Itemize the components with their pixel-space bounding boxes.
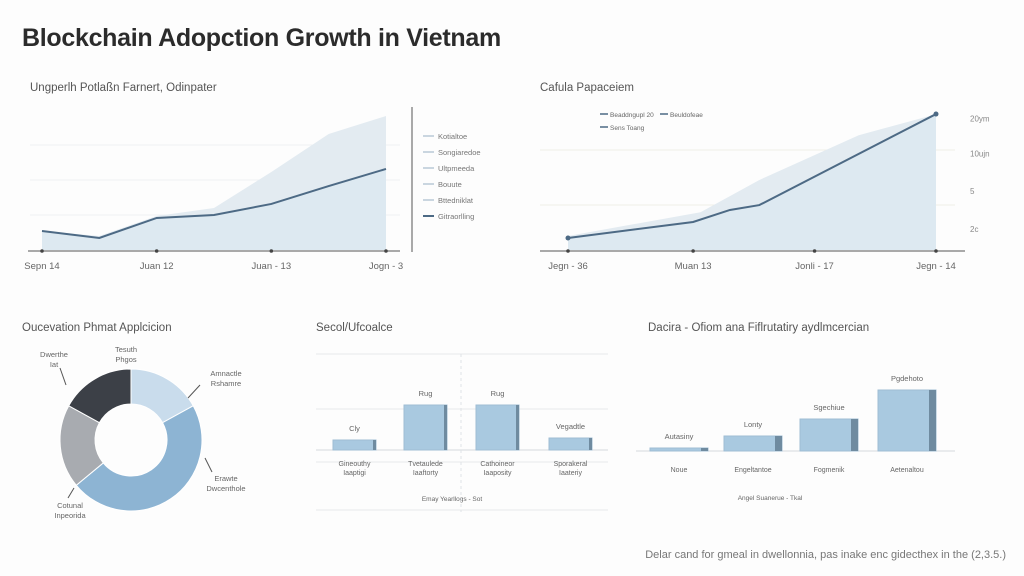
slice-label: Rshamre	[211, 379, 241, 388]
bar-edge	[775, 436, 782, 451]
bar	[877, 389, 937, 452]
bar-label: Lonty	[744, 420, 763, 429]
x-tick-label: Jonli - 17	[795, 261, 834, 272]
slice-label: Tesuth	[115, 345, 137, 354]
bar-label: Cly	[349, 424, 360, 433]
area-series	[42, 168, 386, 250]
donut-slice	[68, 368, 132, 424]
bar	[723, 435, 783, 452]
x-tick-label: Jegn - 36	[548, 261, 588, 272]
bar-edge	[373, 440, 376, 450]
category-label: Tvetaulede	[408, 461, 443, 468]
slice-label: Cotunal	[57, 501, 83, 510]
bar	[548, 437, 593, 451]
bar-label: Pgdehoto	[891, 374, 923, 383]
leader-line	[67, 487, 75, 499]
x-tick-label: Sepn 14	[24, 261, 59, 272]
slice-label: Dwcenthole	[206, 484, 245, 493]
x-tick	[691, 249, 695, 253]
bar	[403, 404, 448, 451]
category-label: Gineouthy	[339, 461, 371, 468]
y-tick-label: 2c	[970, 225, 978, 234]
area-series	[568, 114, 936, 250]
slice-label: Inpeorida	[54, 511, 86, 520]
page-title: Blockchain Adopction Growth in Vietnam	[22, 24, 501, 52]
chart4-title: Secol/Ufcoalce	[316, 322, 393, 334]
bar-edge	[444, 405, 447, 450]
legend-label: Sens Toang	[610, 125, 645, 132]
donut-slice	[75, 405, 203, 512]
category-label: Cathoineor	[480, 461, 515, 468]
chart2-title: Cafula Papaceiem	[540, 82, 634, 94]
bar	[475, 404, 520, 451]
data-point	[565, 235, 571, 241]
data-point	[933, 111, 939, 117]
slice-label: Amnactle	[210, 369, 241, 378]
x-tick	[812, 249, 817, 253]
category-label: Sporakeral	[554, 461, 588, 468]
category-label: Engeltantoe	[734, 467, 771, 474]
bar-edge	[516, 405, 519, 450]
x-tick-label: Jogn - 3	[369, 261, 403, 272]
bar-label: Rug	[491, 389, 505, 398]
x-tick	[269, 249, 274, 253]
x-tick-label: Juan 12	[140, 261, 174, 272]
y-tick-label: 5	[970, 187, 975, 196]
slice-label: Erawte	[214, 474, 237, 483]
bar-label: Vegadtle	[556, 422, 585, 431]
bar-label: Autasiny	[665, 432, 694, 441]
bar-label: Rug	[419, 389, 433, 398]
slice-label: Phgos	[115, 355, 137, 364]
footer-note: Delar cand for gmeal in dwellonnia, pas …	[645, 549, 1006, 561]
leader-line	[204, 457, 213, 473]
slice-label: Iat	[50, 360, 59, 369]
legend-label: Ultpmeeda	[438, 164, 475, 173]
category-label: Iaaftorty	[413, 470, 439, 477]
chart1-title: Ungperlh Potlaßn Farnert, Odinpater	[30, 82, 217, 94]
x-tick-label: Juan - 13	[252, 261, 292, 272]
x-tick	[154, 249, 159, 253]
bar-edge	[589, 438, 592, 450]
legend-label: Bttedniklat	[438, 196, 474, 205]
chart5-title: Dacira - Ofiom ana Fiflrutatiry aydlmcer…	[648, 322, 870, 334]
legend-label: Gitraorlling	[438, 212, 474, 221]
x-tick	[934, 249, 938, 253]
legend-label: Beaddngupl 20	[610, 112, 654, 119]
bar-edge	[851, 419, 858, 451]
x-axis-label: Angel Suanerue - Tkal	[738, 495, 803, 502]
series-line	[41, 167, 387, 239]
bar	[649, 447, 709, 452]
bar-edge	[929, 390, 936, 451]
category-label: Iaateriy	[559, 470, 582, 477]
x-tick	[40, 249, 44, 253]
y-tick-label: 10ujn	[970, 149, 990, 158]
x-tick	[566, 249, 570, 253]
x-tick-label: Jegn - 14	[916, 261, 956, 272]
y-tick-label: 20ym	[970, 114, 990, 123]
category-label: Iaaposity	[483, 470, 512, 477]
bar-edge	[701, 448, 708, 451]
category-label: Iaaptigi	[343, 470, 366, 477]
legend-label: Bouute	[438, 180, 462, 189]
legend-label: Kotialtoe	[438, 132, 467, 141]
legend-label: Songiaredoe	[438, 148, 481, 157]
x-axis-label: Emay Yearllogs - Sot	[422, 496, 483, 503]
x-tick	[384, 249, 388, 253]
chart3-title: Oucevation Phmat Applcicion	[22, 322, 172, 334]
category-label: Noue	[671, 467, 688, 474]
bar-label: Sgechiue	[813, 403, 844, 412]
series-line	[567, 113, 937, 239]
bar	[799, 418, 859, 452]
category-label: Fogmenik	[814, 467, 845, 474]
x-tick-label: Muan 13	[675, 261, 712, 272]
leader-line	[187, 384, 201, 399]
slice-label: Dwerthe	[40, 350, 68, 359]
leader-line	[59, 367, 67, 386]
bar	[332, 439, 377, 451]
legend-label: Beuldofeae	[670, 112, 703, 119]
category-label: Aetenaltou	[890, 467, 924, 474]
